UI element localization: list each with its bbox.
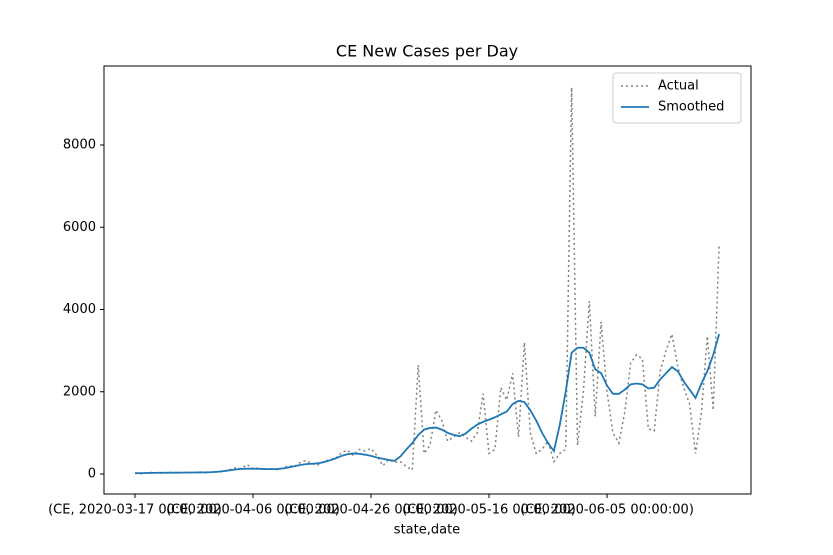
plot-area: 0 2000 4000 6000 8000 (CE, 2020-03-17 00:00:0… <box>48 87 721 518</box>
legend: Actual Smoothed <box>612 72 742 124</box>
series-line <box>134 333 721 475</box>
x-tick-label: (CE, 2020-03-17 00:00:00) <box>48 503 222 518</box>
legend-box <box>612 72 742 124</box>
x-tick-label: (CE, 2020-06-05 00:00:00) <box>520 503 694 518</box>
y-tick-label: 0 <box>88 467 96 482</box>
y-tick-label: 8000 <box>63 138 96 153</box>
axes-frame <box>103 65 752 495</box>
y-tick-label: 2000 <box>63 384 96 399</box>
series-line <box>134 87 720 475</box>
x-tick-label: (CE, 2020-04-06 00:00:00) <box>166 503 340 518</box>
legend-label: Smoothed <box>658 100 724 115</box>
legend-label: Actual <box>658 79 699 94</box>
x-axis-label: state,date <box>394 523 460 538</box>
x-tick-label: (CE, 2020-05-16 00:00:00) <box>402 503 576 518</box>
x-tick-label: (CE, 2020-04-26 00:00:00) <box>284 503 458 518</box>
y-tick-label: 6000 <box>63 220 96 235</box>
chart-title: CE New Cases per Day <box>336 42 518 61</box>
y-tick-label: 4000 <box>63 302 96 317</box>
